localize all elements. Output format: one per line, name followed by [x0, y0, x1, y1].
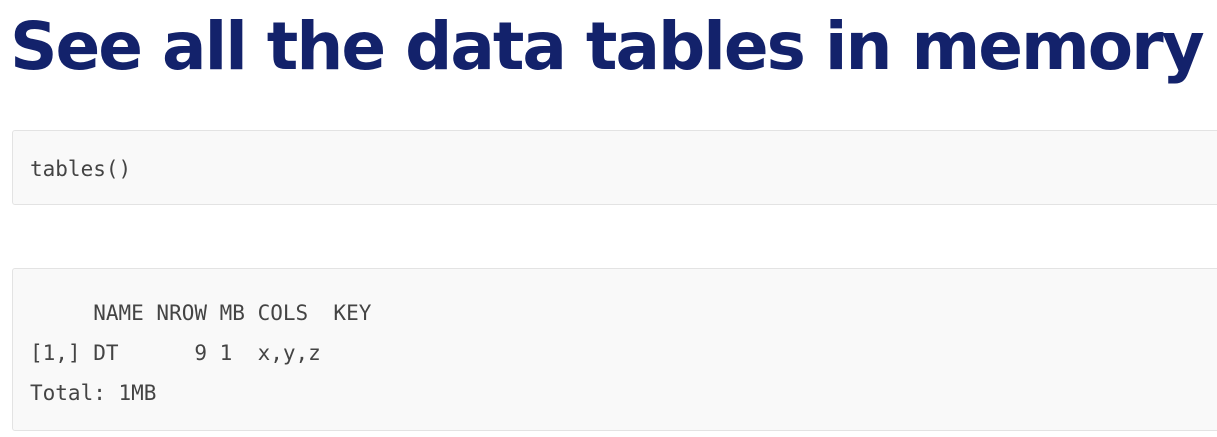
code-output-text: NAME NROW MB COLS KEY [1,] DT 9 1 x,y,z …: [30, 293, 371, 413]
output-header-line: NAME NROW MB COLS KEY: [30, 301, 372, 325]
code-input-block: tables(): [12, 130, 1217, 205]
output-row-line: [1,] DT 9 1 x,y,z: [30, 341, 321, 365]
output-total-line: Total: 1MB: [30, 381, 157, 405]
code-input-text: tables(): [30, 157, 132, 181]
slide-title: See all the data tables in memory: [10, 8, 1205, 85]
code-output-block: NAME NROW MB COLS KEY [1,] DT 9 1 x,y,z …: [12, 268, 1217, 431]
